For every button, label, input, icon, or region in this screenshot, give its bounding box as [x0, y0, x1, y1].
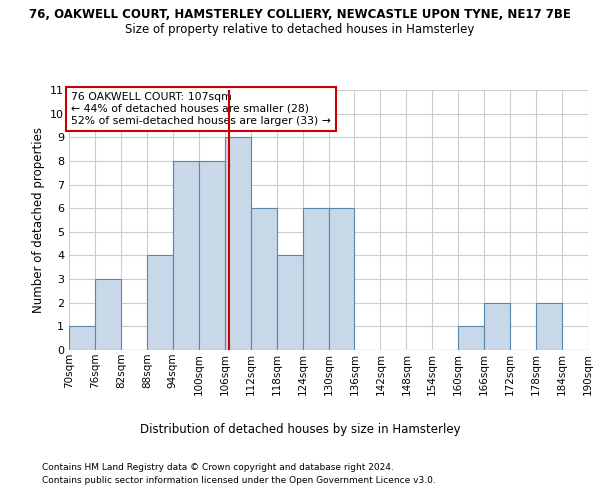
Bar: [588, 302, 600, 350]
Bar: [536, 302, 562, 350]
Text: Size of property relative to detached houses in Hamsterley: Size of property relative to detached ho…: [125, 22, 475, 36]
Bar: [95, 279, 121, 350]
Bar: [147, 256, 173, 350]
Bar: [329, 208, 355, 350]
Text: Distribution of detached houses by size in Hamsterley: Distribution of detached houses by size …: [140, 422, 460, 436]
Y-axis label: Number of detached properties: Number of detached properties: [32, 127, 44, 313]
Bar: [458, 326, 484, 350]
Bar: [484, 302, 510, 350]
Text: Contains HM Land Registry data © Crown copyright and database right 2024.: Contains HM Land Registry data © Crown c…: [42, 462, 394, 471]
Text: 76, OAKWELL COURT, HAMSTERLEY COLLIERY, NEWCASTLE UPON TYNE, NE17 7BE: 76, OAKWELL COURT, HAMSTERLEY COLLIERY, …: [29, 8, 571, 20]
Bar: [251, 208, 277, 350]
Bar: [302, 208, 329, 350]
Bar: [173, 161, 199, 350]
Text: Contains public sector information licensed under the Open Government Licence v3: Contains public sector information licen…: [42, 476, 436, 485]
Bar: [225, 138, 251, 350]
Bar: [277, 256, 302, 350]
Bar: [199, 161, 224, 350]
Bar: [69, 326, 95, 350]
Text: 76 OAKWELL COURT: 107sqm
← 44% of detached houses are smaller (28)
52% of semi-d: 76 OAKWELL COURT: 107sqm ← 44% of detach…: [71, 92, 331, 126]
